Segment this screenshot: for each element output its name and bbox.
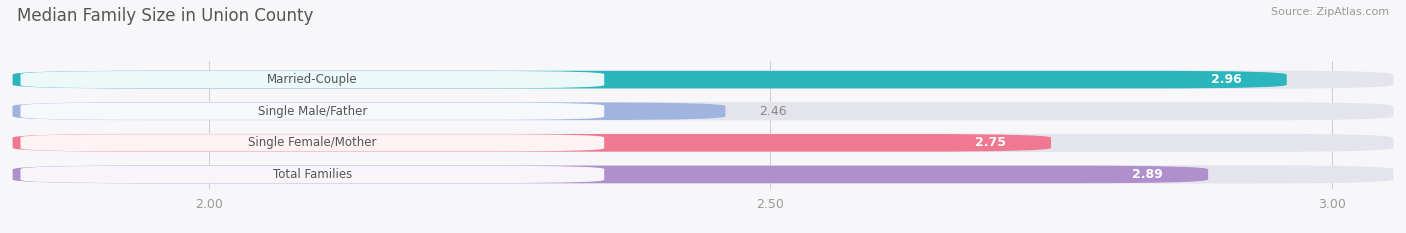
FancyBboxPatch shape — [21, 103, 605, 120]
Text: 2.75: 2.75 — [976, 136, 1007, 149]
Text: 2.96: 2.96 — [1211, 73, 1241, 86]
FancyBboxPatch shape — [13, 134, 1052, 152]
Text: Total Families: Total Families — [273, 168, 352, 181]
FancyBboxPatch shape — [13, 165, 1393, 184]
Text: 2.89: 2.89 — [1132, 168, 1163, 181]
FancyBboxPatch shape — [13, 134, 1393, 152]
FancyBboxPatch shape — [13, 102, 1393, 120]
FancyBboxPatch shape — [13, 70, 1393, 89]
FancyBboxPatch shape — [21, 166, 605, 183]
Text: Single Female/Mother: Single Female/Mother — [247, 136, 377, 149]
FancyBboxPatch shape — [21, 71, 605, 88]
Text: Source: ZipAtlas.com: Source: ZipAtlas.com — [1271, 7, 1389, 17]
Text: Married-Couple: Married-Couple — [267, 73, 357, 86]
FancyBboxPatch shape — [13, 71, 1286, 88]
Text: Median Family Size in Union County: Median Family Size in Union County — [17, 7, 314, 25]
FancyBboxPatch shape — [13, 103, 725, 120]
Text: Single Male/Father: Single Male/Father — [257, 105, 367, 118]
Text: 2.46: 2.46 — [759, 105, 787, 118]
FancyBboxPatch shape — [13, 166, 1208, 183]
FancyBboxPatch shape — [21, 134, 605, 151]
